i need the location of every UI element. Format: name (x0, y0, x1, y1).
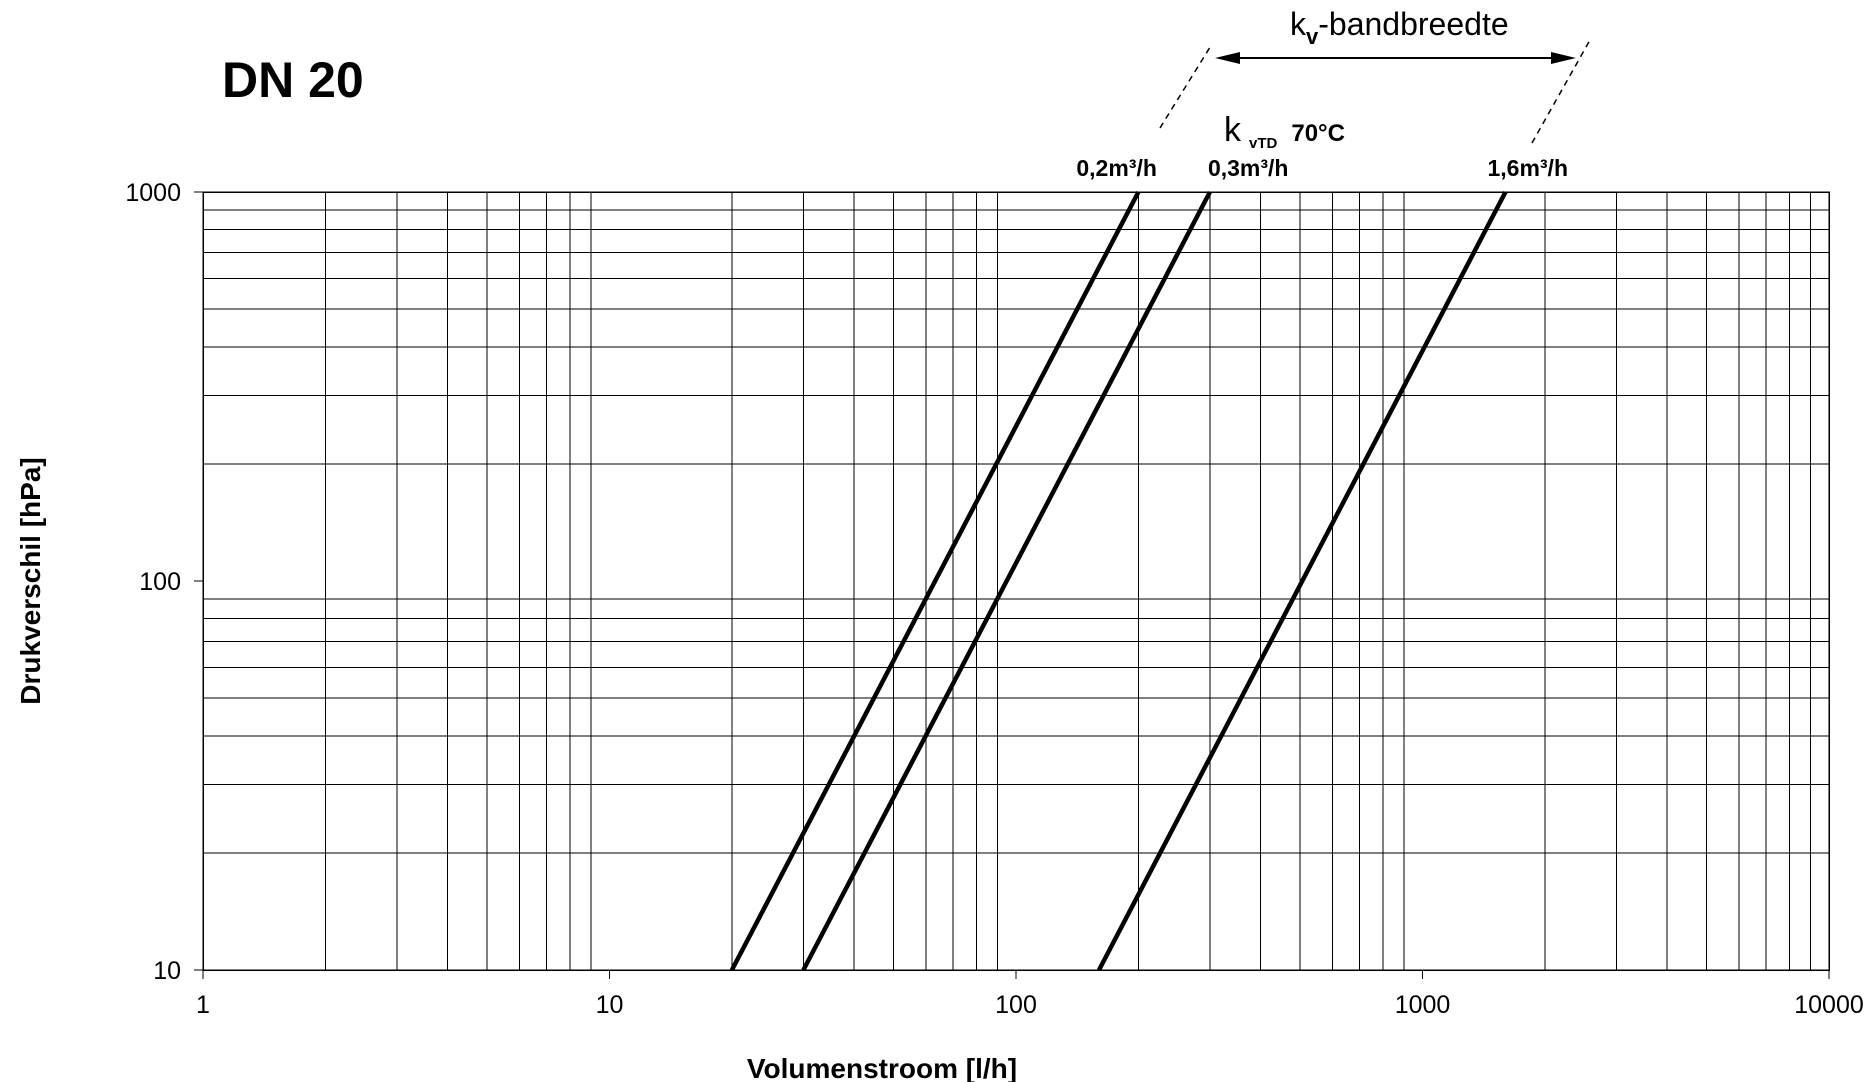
series-line (801, 190, 1212, 972)
x-axis-label: Volumenstroom [l/h] (747, 1053, 1017, 1082)
x-tick-label: 1000 (1395, 991, 1451, 1019)
x-tick-label: 1 (196, 991, 210, 1019)
kvtd-annotation: k vTD 70°C (1224, 111, 1345, 152)
series-line (729, 190, 1141, 972)
x-tick-label: 100 (995, 991, 1037, 1019)
bandwidth-arrow-right-head (1551, 52, 1576, 64)
y-tick-label: 10 (153, 957, 181, 985)
series-label: 0,3m³/h (1208, 155, 1289, 181)
x-tick-label: 10 (596, 991, 624, 1019)
series-label: 1,6m³/h (1487, 155, 1568, 181)
series-lines (729, 190, 1508, 972)
chart-title: DN 20 (222, 52, 364, 108)
x-tick-label: 10000 (1794, 991, 1864, 1019)
bandwidth-label: kv-bandbreedte (1290, 6, 1509, 49)
series-line (1097, 190, 1508, 972)
bandwidth-right-guide (1531, 39, 1591, 144)
y-tick-label: 1000 (125, 179, 181, 207)
bandwidth-arrow-left-head (1215, 52, 1240, 64)
bandwidth-left-guide (1159, 43, 1213, 129)
plot-frame (202, 191, 1830, 971)
y-tick-label: 100 (139, 568, 181, 596)
tick-labels: 1 10 100 1000 10000 10 100 1000 (125, 179, 1863, 1019)
y-axis-label: Drukverschil [hPa] (15, 457, 46, 704)
series-labels: 0,2m³/h 0,3m³/h 1,6m³/h (1076, 155, 1568, 181)
series-label: 0,2m³/h (1076, 155, 1157, 181)
grid (194, 191, 1830, 979)
